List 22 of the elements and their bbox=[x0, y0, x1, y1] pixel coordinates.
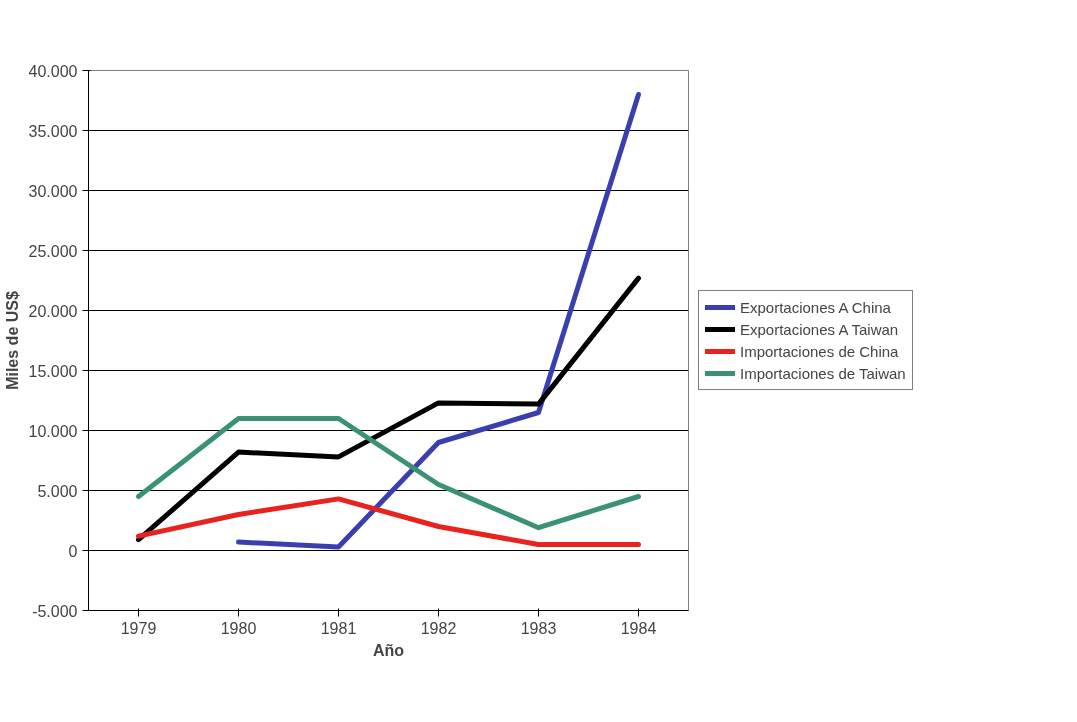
x-tick-label: 1984 bbox=[620, 619, 657, 637]
y-tick-label: 15.000 bbox=[28, 362, 78, 380]
y-tick-label: 40.000 bbox=[28, 62, 78, 80]
y-tick-label: 35.000 bbox=[28, 122, 78, 140]
x-tick-label: 1983 bbox=[520, 619, 557, 637]
y-tick-label: 5.000 bbox=[37, 482, 78, 500]
y-tick-label: -5.000 bbox=[32, 602, 78, 620]
y-tick-label: 20.000 bbox=[28, 302, 78, 320]
y-axis-title: Miles de US$ bbox=[3, 291, 21, 390]
x-axis-title: Año bbox=[372, 641, 405, 659]
legend-label: Importaciones de Taiwan bbox=[740, 364, 906, 382]
x-tick-label: 1980 bbox=[220, 619, 257, 637]
y-tick-label: 10.000 bbox=[28, 422, 78, 440]
y-tick-label: 30.000 bbox=[28, 182, 78, 200]
y-tick-label: 25.000 bbox=[28, 242, 78, 260]
y-tick-label: 0 bbox=[68, 542, 78, 560]
x-tick-label: 1982 bbox=[420, 619, 457, 637]
legend-label: Exportaciones A China bbox=[740, 298, 891, 316]
legend-label: Importaciones de China bbox=[740, 342, 899, 360]
x-tick-label: 1981 bbox=[320, 619, 357, 637]
legend-label: Exportaciones A Taiwan bbox=[740, 320, 899, 338]
x-tick-label: 1979 bbox=[120, 619, 157, 637]
